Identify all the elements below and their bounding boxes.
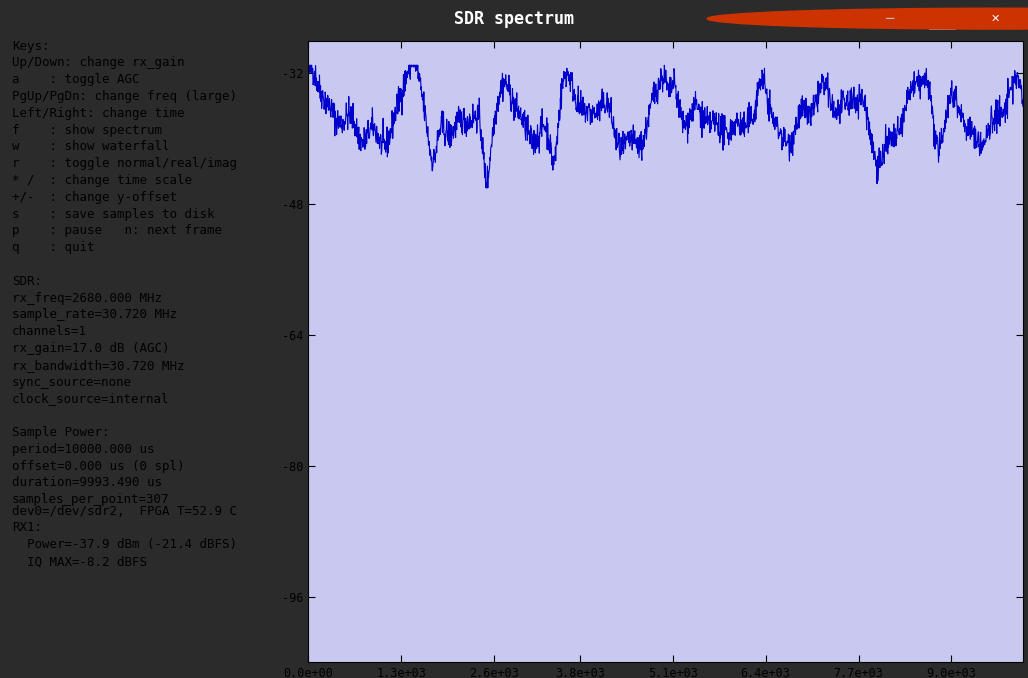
Circle shape [707,8,1028,29]
Text: ✕: ✕ [990,14,1000,24]
Text: Keys:
Up/Down: change rx_gain
a    : toggle AGC
PgUp/PgDn: change freq (large)
L: Keys: Up/Down: change rx_gain a : toggle… [12,39,237,506]
Text: dev0=/dev/sdr2,  FPGA T=52.9 C
RX1:
  Power=-37.9 dBm (-21.4 dBFS)
  IQ MAX=-8.2: dev0=/dev/sdr2, FPGA T=52.9 C RX1: Power… [12,504,237,568]
Text: SDR spectrum: SDR spectrum [454,9,574,28]
Text: ─: ─ [885,12,893,26]
Bar [930,9,955,29]
